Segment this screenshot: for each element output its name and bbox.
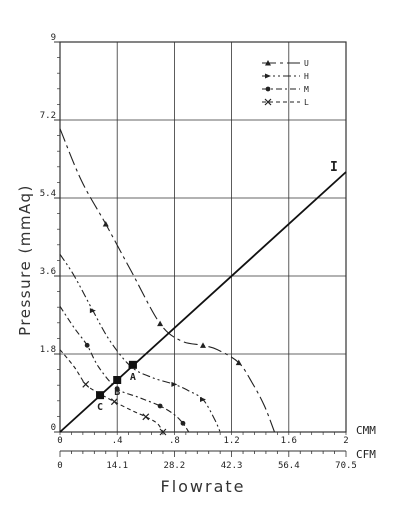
axes: 0 1.8 3.6 5.4 7.2 9 0 .4 .8 1.2 1.6 2 0 14.1 28.2 42.3 5… [40, 33, 357, 471]
legend-label: M [304, 85, 309, 94]
curve-marker [265, 73, 271, 79]
curve-marker [82, 380, 90, 388]
system-line-label: I [330, 160, 338, 175]
curve-marker [157, 403, 163, 409]
legend-label: U [304, 59, 309, 68]
fan-curves [59, 128, 276, 436]
system-line: I [59, 160, 347, 433]
legend-label: H [304, 72, 309, 81]
curve-marker [264, 98, 272, 106]
y-tick-label: 0 [51, 423, 56, 433]
x-secondary-tick-label: 0 [57, 461, 62, 471]
y-tick-label: 3.6 [40, 267, 56, 277]
y-axis-label: Pressure (mmAq) [16, 184, 34, 336]
curve-marker [200, 342, 206, 348]
plot-frame [59, 41, 347, 433]
x-secondary-tick-label: 70.5 [335, 461, 357, 471]
x-secondary-unit: CFM [356, 448, 376, 461]
operating-point-label: A [130, 372, 136, 383]
operating-points: ABC [96, 360, 137, 413]
x-tick-label: 1.6 [281, 436, 297, 446]
curve-marker [84, 342, 90, 348]
curve-marker [89, 308, 96, 314]
x-secondary-tick-label: 28.2 [164, 461, 186, 471]
curve-U [59, 128, 276, 433]
y-tick-label: 9 [51, 33, 56, 43]
system-resistance-line [59, 171, 347, 433]
operating-point-C [96, 391, 105, 400]
x-tick-label: .4 [112, 436, 123, 446]
curve-marker [180, 420, 186, 426]
x-secondary-tick-label: 14.1 [106, 461, 128, 471]
curve-marker [157, 320, 164, 327]
x-axis-label: Flowrate [160, 477, 245, 496]
y-tick-label: 5.4 [40, 189, 56, 199]
legend-label: L [304, 98, 309, 107]
curve-M [59, 306, 190, 433]
curve-H [59, 254, 221, 433]
curve-marker [265, 60, 271, 66]
curve-marker [114, 386, 120, 392]
operating-point-A [128, 360, 137, 369]
curve-marker [110, 398, 118, 406]
x-tick-label: 1.2 [223, 436, 239, 446]
operating-point-label: C [97, 402, 103, 413]
y-tick-label: 7.2 [40, 111, 56, 121]
grid [59, 41, 347, 433]
x-secondary-tick-label: 56.4 [278, 461, 300, 471]
y-tick-label: 1.8 [40, 345, 56, 355]
curve-L [59, 349, 164, 433]
x-tick-label: .8 [169, 436, 180, 446]
curve-marker [102, 221, 109, 227]
x-secondary-tick-label: 42.3 [221, 461, 243, 471]
curve-marker [265, 86, 271, 92]
curve-marker [142, 413, 150, 421]
x-tick-label: 2 [343, 436, 348, 446]
x-primary-unit: CMM [356, 424, 376, 437]
operating-point-label: B [114, 387, 120, 398]
curve-marker [235, 359, 242, 366]
curve-marker [171, 381, 178, 387]
curve-marker [200, 397, 206, 402]
operating-point-B [113, 376, 122, 384]
x-tick-label: 0 [57, 436, 62, 446]
